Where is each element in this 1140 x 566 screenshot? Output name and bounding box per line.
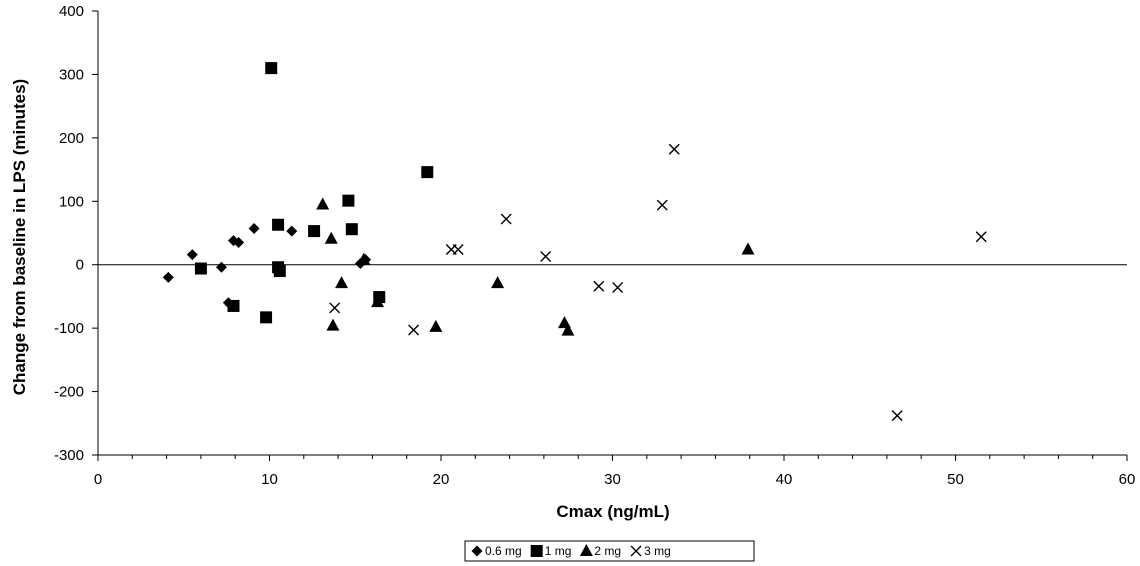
legend-marker-triangle — [579, 544, 593, 556]
x-tick-label: 40 — [776, 471, 793, 488]
x-marker-stroke — [891, 410, 903, 422]
x-marker-stroke — [329, 302, 341, 314]
data-point-square — [273, 265, 286, 278]
legend-label: 3 mg — [644, 544, 671, 558]
data-point-x — [540, 250, 552, 262]
data-point-x — [329, 302, 341, 314]
data-point-diamond — [286, 225, 298, 237]
data-point-x — [668, 143, 680, 155]
plot-area — [97, 11, 1127, 456]
data-point-triangle — [326, 318, 340, 331]
x-tick-label: 30 — [604, 471, 621, 488]
data-point-x — [975, 231, 987, 243]
x-axis-ticks: 0 10 20 30 40 50 60 — [94, 455, 1136, 488]
data-markers — [162, 62, 987, 422]
data-point-triangle — [316, 197, 330, 210]
y-axis-title: Change from baseline in LPS (minutes) — [10, 79, 29, 395]
data-point-triangle — [561, 323, 575, 336]
data-point-x — [612, 282, 624, 294]
data-point-square — [421, 166, 434, 179]
data-point-x — [593, 280, 605, 292]
y-tick-label: -100 — [54, 320, 84, 337]
data-point-triangle — [335, 276, 349, 289]
legend-marker-diamond — [471, 545, 483, 557]
data-point-x — [408, 324, 420, 336]
legend-label: 1 mg — [545, 544, 572, 558]
data-point-diamond — [248, 223, 260, 235]
data-point-diamond — [233, 237, 245, 249]
data-point-x — [891, 410, 903, 422]
x-tick-label: 10 — [261, 471, 278, 488]
legend: 0.6 mg 1 mg 2 mg 3 mg — [464, 540, 755, 562]
y-tick-label: 300 — [59, 66, 84, 83]
x-marker-stroke — [540, 250, 552, 262]
data-point-square — [227, 299, 240, 312]
y-tick-label: -200 — [54, 384, 84, 401]
y-tick-label: 200 — [59, 130, 84, 147]
x-marker-stroke — [500, 213, 512, 225]
data-point-triangle — [371, 295, 385, 308]
legend-label: 0.6 mg — [485, 544, 522, 558]
data-point-square — [265, 62, 278, 75]
x-marker-stroke — [408, 324, 420, 336]
data-point-square — [345, 223, 358, 236]
x-tick-label: 60 — [1119, 471, 1136, 488]
y-axis-ticks: -300 -200 -100 0 100 200 300 400 — [54, 3, 98, 464]
data-point-square — [272, 218, 285, 231]
x-marker-stroke — [593, 280, 605, 292]
data-point-x — [500, 213, 512, 225]
data-point-triangle — [324, 231, 338, 244]
data-point-diamond — [186, 249, 198, 261]
data-point-diamond — [215, 261, 227, 273]
data-point-square — [308, 225, 321, 238]
y-tick-label: 100 — [59, 193, 84, 210]
y-tick-label: -300 — [54, 447, 84, 464]
data-point-x — [656, 199, 668, 211]
x-tick-label: 0 — [94, 471, 102, 488]
legend-marker-x — [630, 545, 642, 557]
data-point-triangle — [357, 252, 371, 265]
y-tick-label: 400 — [59, 3, 84, 20]
x-marker-stroke — [668, 143, 680, 155]
x-tick-label: 20 — [433, 471, 450, 488]
x-marker-stroke — [452, 243, 464, 255]
x-marker-stroke — [975, 231, 987, 243]
data-point-square — [342, 194, 355, 207]
data-point-diamond — [162, 271, 174, 283]
x-marker-stroke — [630, 545, 642, 557]
x-marker-stroke — [612, 282, 624, 294]
legend-label: 2 mg — [594, 544, 621, 558]
x-axis-title: Cmax (ng/mL) — [556, 502, 669, 521]
data-point-triangle — [741, 242, 755, 255]
x-tick-label: 50 — [947, 471, 964, 488]
data-point-square — [194, 262, 207, 275]
data-point-x — [452, 243, 464, 255]
y-tick-label: 0 — [76, 257, 84, 274]
data-point-square — [260, 311, 273, 324]
data-point-triangle — [429, 319, 443, 332]
legend-marker-square — [530, 545, 543, 557]
x-marker-stroke — [656, 199, 668, 211]
data-point-triangle — [491, 276, 505, 289]
